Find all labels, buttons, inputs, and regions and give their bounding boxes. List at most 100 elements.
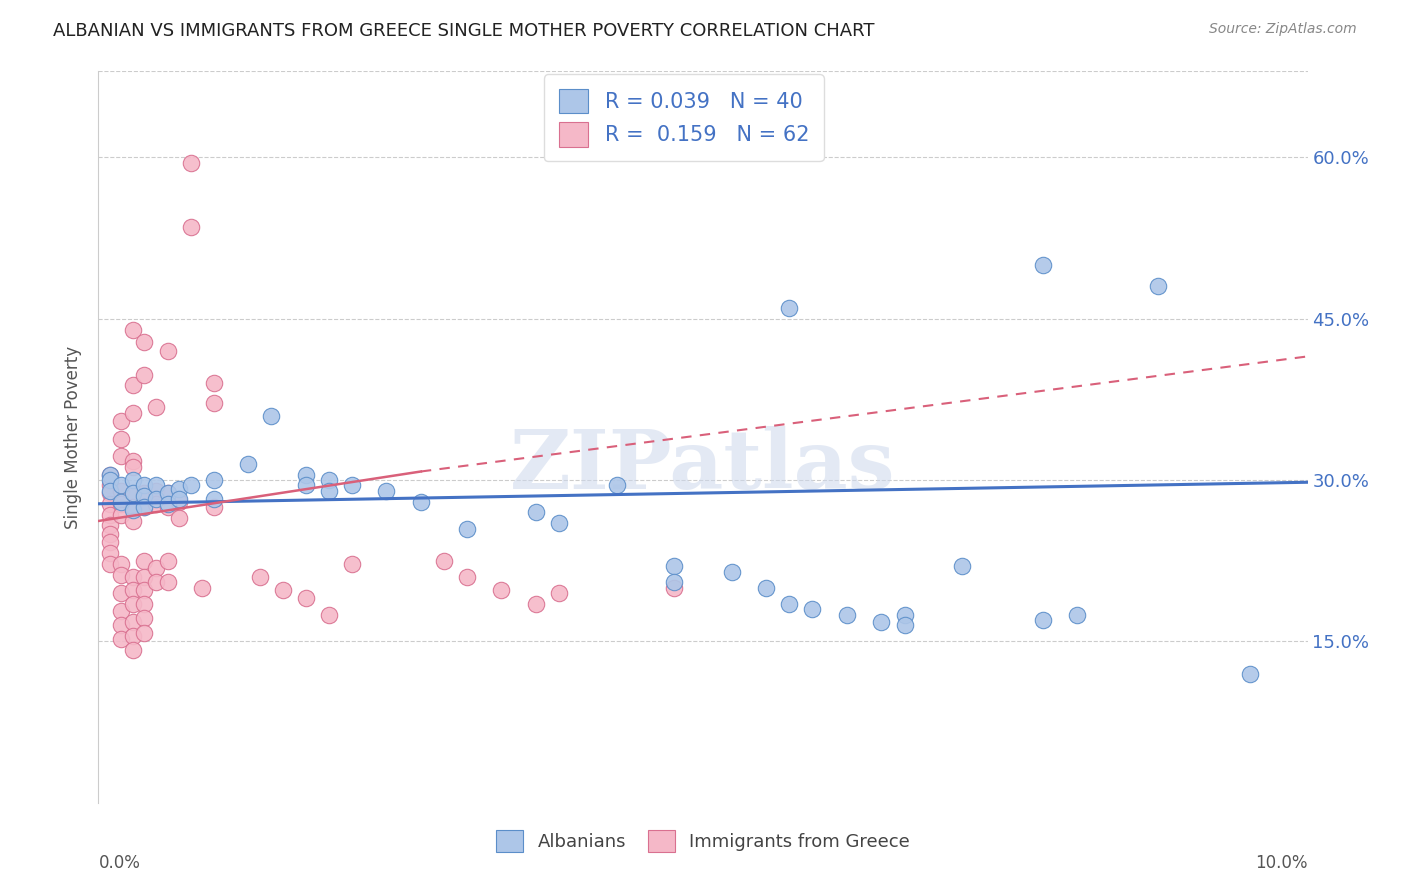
- Point: [156, 344, 179, 359]
- Point: [236, 457, 259, 471]
- Point: [98, 518, 121, 533]
- Point: [98, 527, 121, 541]
- Point: [156, 500, 179, 514]
- Point: [202, 492, 225, 507]
- Point: [122, 460, 145, 475]
- Point: [548, 516, 571, 530]
- Point: [893, 607, 915, 622]
- Point: [134, 500, 156, 514]
- Point: [433, 554, 456, 568]
- Point: [98, 497, 121, 511]
- Point: [134, 489, 156, 503]
- Point: [524, 597, 547, 611]
- Point: [340, 557, 363, 571]
- Point: [167, 494, 190, 508]
- Point: [122, 570, 145, 584]
- Point: [145, 478, 167, 492]
- Point: [98, 483, 121, 498]
- Point: [110, 586, 132, 600]
- Point: [950, 559, 973, 574]
- Point: [180, 478, 202, 492]
- Point: [318, 473, 340, 487]
- Point: [548, 586, 571, 600]
- Point: [134, 500, 156, 514]
- Point: [340, 478, 363, 492]
- Point: [98, 535, 121, 549]
- Point: [294, 591, 316, 606]
- Point: [122, 629, 145, 643]
- Point: [110, 483, 132, 498]
- Point: [98, 467, 121, 482]
- Point: [110, 494, 132, 508]
- Text: Source: ZipAtlas.com: Source: ZipAtlas.com: [1209, 22, 1357, 37]
- Point: [122, 454, 145, 468]
- Point: [122, 514, 145, 528]
- Point: [156, 486, 179, 500]
- Point: [122, 406, 145, 420]
- Point: [110, 508, 132, 522]
- Point: [156, 486, 179, 500]
- Point: [1032, 258, 1054, 272]
- Point: [156, 554, 179, 568]
- Point: [122, 582, 145, 597]
- Point: [145, 575, 167, 590]
- Text: 0.0%: 0.0%: [98, 854, 141, 872]
- Point: [110, 478, 132, 492]
- Point: [134, 611, 156, 625]
- Point: [134, 554, 156, 568]
- Point: [122, 486, 145, 500]
- Point: [202, 395, 225, 409]
- Point: [524, 505, 547, 519]
- Point: [98, 557, 121, 571]
- Point: [134, 478, 156, 492]
- Point: [122, 322, 145, 336]
- Point: [98, 478, 121, 492]
- Point: [778, 301, 800, 315]
- Point: [145, 483, 167, 498]
- Point: [664, 575, 686, 590]
- Point: [167, 510, 190, 524]
- Point: [134, 570, 156, 584]
- Point: [98, 473, 121, 487]
- Point: [664, 581, 686, 595]
- Point: [134, 368, 156, 382]
- Point: [870, 615, 893, 629]
- Point: [134, 597, 156, 611]
- Point: [145, 400, 167, 414]
- Point: [122, 473, 145, 487]
- Point: [122, 597, 145, 611]
- Point: [606, 478, 628, 492]
- Point: [409, 494, 432, 508]
- Point: [778, 597, 800, 611]
- Point: [145, 561, 167, 575]
- Point: [202, 500, 225, 514]
- Point: [122, 615, 145, 629]
- Point: [318, 607, 340, 622]
- Point: [1147, 279, 1170, 293]
- Point: [202, 473, 225, 487]
- Point: [110, 432, 132, 446]
- Point: [180, 156, 202, 170]
- Point: [456, 521, 478, 535]
- Point: [145, 497, 167, 511]
- Point: [122, 643, 145, 657]
- Point: [110, 618, 132, 632]
- Point: [98, 546, 121, 560]
- Point: [180, 220, 202, 235]
- Y-axis label: Single Mother Poverty: Single Mother Poverty: [65, 345, 83, 529]
- Point: [491, 582, 513, 597]
- Point: [720, 565, 742, 579]
- Legend: Albanians, Immigrants from Greece: Albanians, Immigrants from Greece: [489, 823, 917, 860]
- Point: [893, 618, 915, 632]
- Point: [110, 604, 132, 618]
- Point: [134, 486, 156, 500]
- Point: [110, 450, 132, 464]
- Point: [456, 570, 478, 584]
- Point: [375, 483, 398, 498]
- Point: [122, 503, 145, 517]
- Point: [260, 409, 283, 423]
- Point: [110, 632, 132, 647]
- Point: [110, 414, 132, 428]
- Point: [202, 376, 225, 391]
- Point: [98, 508, 121, 522]
